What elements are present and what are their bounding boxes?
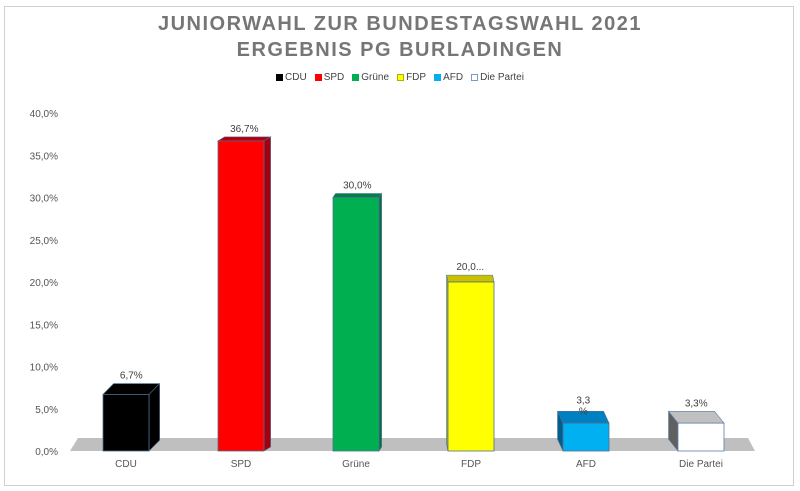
legend-item: CDU [276, 72, 307, 83]
bar-spd [217, 140, 265, 452]
data-label: 6,7% [120, 371, 143, 382]
bar-top [332, 193, 383, 198]
data-label: 3,3 [576, 395, 590, 406]
chart-title-line-2: ERGEBNIS PG BURLADINGEN [236, 39, 564, 61]
y-tick-label: 5,0% [35, 405, 58, 416]
legend-swatch [471, 74, 479, 81]
bar-afd [562, 422, 610, 452]
bar-grüne [332, 197, 380, 452]
y-tick-label: 25,0% [30, 236, 58, 247]
x-tick-label: Grüne [342, 459, 370, 470]
y-tick-label: 0,0% [35, 447, 58, 458]
data-label: 36,7% [230, 124, 258, 135]
x-tick-label: FDP [461, 459, 481, 470]
legend-swatch [434, 74, 442, 81]
legend-label: CDU [285, 72, 307, 83]
y-tick-label: 15,0% [30, 320, 58, 331]
bar-top [216, 136, 272, 142]
bar-side [148, 382, 160, 452]
data-label: 30,0% [343, 181, 371, 192]
data-label: % [579, 406, 588, 417]
y-tick-label: 30,0% [30, 194, 58, 205]
y-tick-label: 10,0% [30, 363, 58, 374]
x-tick-label: SPD [231, 459, 252, 470]
legend-swatch [352, 74, 360, 81]
chart-frame [4, 6, 794, 486]
legend-label: FDP [406, 72, 427, 83]
y-tick-label: 40,0% [30, 109, 58, 120]
legend-item: Die Partei [471, 72, 524, 83]
legend-label: Die Partei [480, 72, 524, 83]
chart-floor [70, 438, 755, 451]
x-tick-label: CDU [115, 459, 137, 470]
bar-die-partei [677, 422, 725, 452]
y-tick-label: 20,0% [30, 278, 58, 289]
bar-top [446, 274, 495, 283]
legend-swatch [397, 74, 405, 81]
data-label: 3,3% [685, 398, 708, 409]
legend-swatch [314, 74, 322, 81]
y-tick-label: 35,0% [30, 151, 58, 162]
legend-label: Grüne [361, 72, 390, 83]
chart-title-line-1: JUNIORWAHL ZUR BUNDESTAGSWAHL 2021 [157, 13, 643, 35]
legend-label: AFD [443, 72, 464, 83]
x-tick-label: Die Partei [679, 459, 723, 470]
x-tick-label: AFD [576, 459, 596, 470]
bar-side [263, 136, 271, 452]
legend-item: SPD [314, 72, 345, 83]
bar-cdu [102, 393, 150, 452]
legend-swatch [276, 74, 284, 81]
data-label: 20,0... [456, 262, 484, 273]
legend-item: FDP [397, 72, 426, 83]
legend-item: Grüne [352, 72, 389, 83]
legend-item: AFD [434, 72, 463, 83]
legend-label: SPD [323, 72, 345, 83]
legend: CDU SPD Grüne FDP AFD Die Partei [0, 72, 800, 83]
bar-top [667, 411, 725, 424]
bar-fdp [447, 281, 495, 452]
